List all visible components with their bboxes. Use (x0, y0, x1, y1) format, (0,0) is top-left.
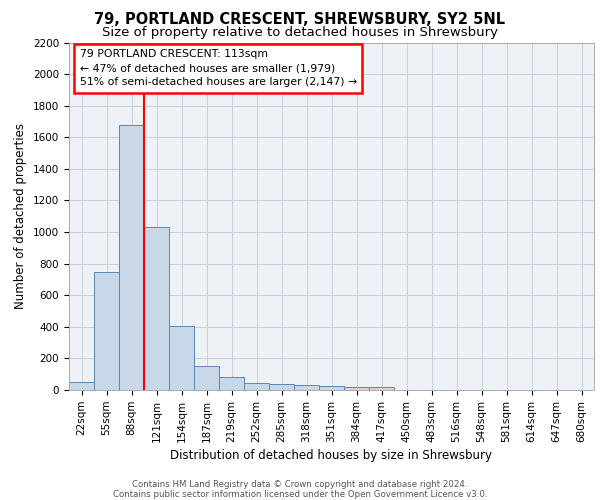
Bar (319, 386, 344, 390)
Bar (94, 272, 119, 390)
Bar (119, 124, 144, 390)
Bar (69, 382, 94, 390)
Bar (144, 226, 169, 390)
Y-axis label: Number of detached properties: Number of detached properties (14, 123, 28, 309)
Bar (369, 387, 394, 390)
Bar (344, 387, 369, 390)
Text: Size of property relative to detached houses in Shrewsbury: Size of property relative to detached ho… (102, 26, 498, 39)
Text: Contains HM Land Registry data © Crown copyright and database right 2024.
Contai: Contains HM Land Registry data © Crown c… (113, 480, 487, 499)
Bar (294, 386, 319, 390)
Bar (194, 366, 219, 390)
Bar (269, 384, 294, 390)
Bar (244, 382, 269, 390)
Text: 79 PORTLAND CRESCENT: 113sqm
← 47% of detached houses are smaller (1,979)
51% of: 79 PORTLAND CRESCENT: 113sqm ← 47% of de… (79, 50, 356, 88)
X-axis label: Distribution of detached houses by size in Shrewsbury: Distribution of detached houses by size … (170, 449, 493, 462)
Text: 79, PORTLAND CRESCENT, SHREWSBURY, SY2 5NL: 79, PORTLAND CRESCENT, SHREWSBURY, SY2 5… (94, 12, 506, 28)
Bar (169, 326, 194, 390)
Bar (219, 376, 244, 390)
